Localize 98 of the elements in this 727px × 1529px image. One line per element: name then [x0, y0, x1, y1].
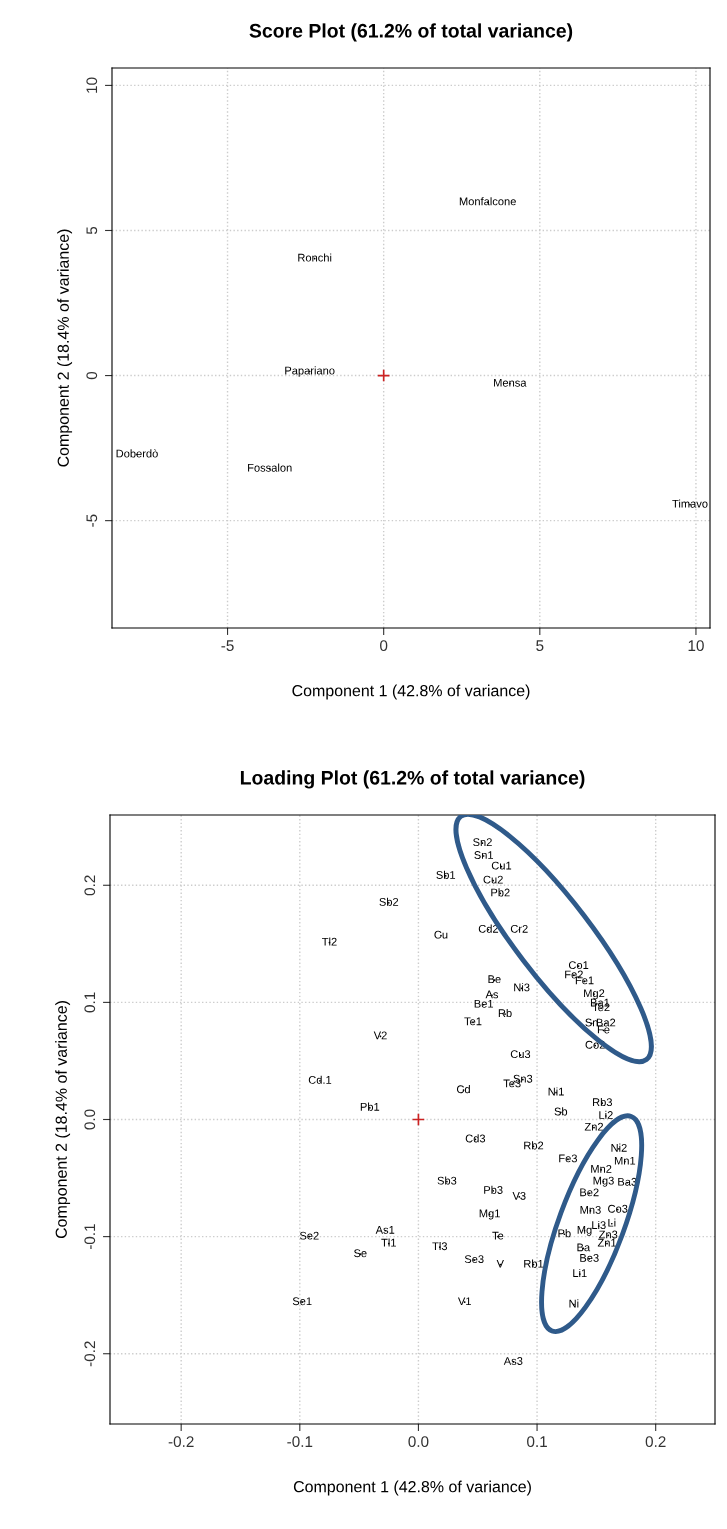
data-label: As [485, 990, 499, 999]
data-label: Be2 [580, 1188, 599, 1197]
data-label: Mg2 [584, 989, 605, 1000]
data-label: Rb3 [593, 1097, 613, 1107]
data-label: Se2 [299, 1231, 319, 1240]
x-tick-label: 10 [688, 640, 704, 652]
data-label: Te1 [464, 1017, 482, 1026]
x-tick-label: 5 [536, 640, 544, 652]
data-label: Mn1 [614, 1156, 636, 1165]
data-label: Pb3 [484, 1185, 503, 1194]
data-label: Doberdò [116, 449, 158, 458]
data-label: V2 [373, 1031, 387, 1040]
data-label: Be [488, 975, 501, 984]
y-tick-label: 0.2 [84, 875, 96, 896]
data-label: Ni2 [611, 1143, 627, 1152]
data-label: Be3 [580, 1253, 599, 1262]
data-label: Ni [569, 1299, 579, 1308]
data-label: Mn3 [580, 1205, 601, 1214]
x-tick-label: -0.1 [287, 1436, 313, 1448]
data-label: V3 [512, 1191, 526, 1200]
y-tick-label: -5 [86, 514, 98, 527]
y-tick-label: -0.1 [84, 1224, 96, 1250]
data-label: Ba2 [596, 1018, 616, 1027]
data-label: Sb3 [437, 1176, 457, 1185]
data-label: Cr2 [510, 924, 528, 933]
y-tick-label: 0.0 [84, 1109, 96, 1130]
y-tick-label: 0.1 [84, 992, 96, 1013]
data-label: V1 [457, 1297, 471, 1306]
point [377, 368, 391, 383]
data-label: Cd [456, 1085, 470, 1094]
data-label: Se1 [292, 1297, 312, 1306]
data-label: Li3 [592, 1220, 606, 1230]
data-label: Se3 [464, 1255, 484, 1264]
data-label: Cu2 [483, 875, 503, 884]
y-axis-title: Component 2 (18.4% of variance) [55, 1001, 71, 1239]
x-tick-label: 0 [380, 640, 388, 652]
data-label: Mensa [494, 378, 527, 387]
y-tick-label: 5 [86, 226, 98, 235]
y-tick-label: -0.2 [84, 1341, 96, 1367]
x-tick-label: 0.2 [645, 1436, 666, 1448]
data-label: Pb [558, 1229, 571, 1238]
data-label: Timavo [672, 499, 708, 508]
data-label: Sb [554, 1107, 568, 1116]
x-axis-title: Component 1 (42.8% of variance) [293, 1480, 531, 1496]
data-label: Rb2 [524, 1141, 544, 1150]
data-label: Mg3 [593, 1176, 614, 1187]
data-label: Ni3 [514, 983, 530, 992]
x-tick-label: 0.0 [408, 1436, 429, 1448]
data-label: Te [492, 1231, 504, 1240]
data-label: Co1 [568, 961, 589, 970]
y-axis-title: Component 2 (18.4% of variance) [57, 229, 73, 467]
data-label: Fe3 [559, 1154, 577, 1163]
data-label: Li2 [599, 1110, 613, 1119]
data-label: As1 [375, 1225, 395, 1234]
data-label: Cu3 [510, 1050, 531, 1059]
data-label: Li1 [573, 1268, 587, 1277]
data-label: Cd.1 [308, 1075, 332, 1084]
data-label: Tl3 [432, 1241, 448, 1251]
data-label: Tl2 [321, 937, 337, 946]
data-label: Zn2 [584, 1122, 604, 1131]
data-label: Sn2 [473, 838, 492, 847]
data-label: Fe [597, 1025, 610, 1034]
data-label: Pb2 [491, 888, 510, 897]
data-label: Rb1 [524, 1259, 544, 1268]
data-label: Fossalon [248, 463, 292, 472]
data-label: Mg [577, 1225, 592, 1236]
data-label: Sb1 [436, 870, 456, 879]
data-label: Zn1 [597, 1238, 617, 1247]
y-tick-label: 10 [86, 77, 98, 93]
data-label: Ba [577, 1243, 591, 1252]
data-label: Mn2 [591, 1164, 612, 1173]
data-label: Sb2 [379, 897, 399, 906]
data-label: Co3 [608, 1204, 628, 1213]
data-label: As3 [503, 1357, 523, 1365]
data-label: Ni1 [548, 1087, 564, 1096]
data-label: Pb1 [360, 1102, 380, 1111]
data-label: Se [354, 1249, 367, 1258]
data-label: Rb [498, 1008, 512, 1018]
data-label: Papariano [285, 366, 335, 377]
data-label: Sn1 [474, 851, 494, 859]
data-label: Monfalcone [459, 197, 516, 206]
y-tick-label: 0 [86, 371, 98, 380]
data-label: Ronchi [298, 253, 332, 262]
data-label: Mg1 [479, 1209, 500, 1220]
x-tick-label: -0.2 [168, 1436, 194, 1448]
x-tick-label: -5 [221, 640, 234, 652]
chart-title: Loading Plot (61.2% of total variance) [240, 770, 585, 789]
data-label: V [496, 1259, 504, 1268]
data-label: Tl1 [381, 1238, 396, 1247]
data-label: Cd3 [465, 1134, 486, 1143]
x-axis-title: Component 1 (42.8% of variance) [292, 684, 530, 700]
data-label: Be1 [474, 999, 494, 1008]
data-label: Li [608, 1218, 616, 1227]
data-label: Zn3 [599, 1230, 618, 1239]
chart-title: Score Plot (61.2% of total variance) [249, 23, 573, 42]
data-label: Cu1 [491, 861, 512, 870]
data-label: Cu [434, 930, 448, 939]
x-tick-label: 0.1 [527, 1436, 547, 1448]
